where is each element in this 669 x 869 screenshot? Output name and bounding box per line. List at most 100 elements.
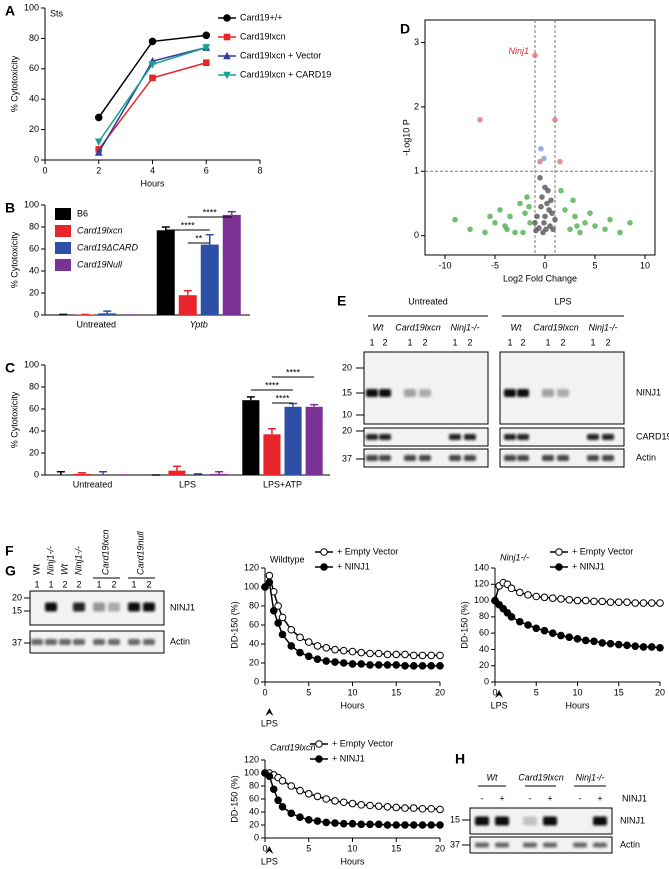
panel-label: G: [5, 563, 16, 579]
legend-marker: [223, 71, 231, 80]
blot-band: [379, 455, 391, 461]
plot-frame: [424, 19, 656, 256]
blot-band: [449, 434, 461, 440]
marker: [313, 642, 322, 650]
point: [587, 210, 593, 216]
marker: [331, 645, 339, 654]
marker: [274, 619, 282, 627]
marker: [639, 599, 648, 607]
point: [577, 229, 583, 236]
marker: [631, 599, 640, 607]
x-tick-label: LPS+ATP: [263, 479, 302, 489]
blot-band: [464, 434, 476, 440]
axes: [44, 205, 250, 316]
legend-marker: [555, 563, 563, 571]
marker: [357, 660, 366, 668]
x-tick-label: LPS: [179, 479, 196, 489]
marker: [322, 657, 331, 665]
marker: [94, 138, 103, 147]
x-tick-label: 8: [257, 165, 262, 175]
band-label: Actin: [170, 636, 190, 646]
marker: [409, 804, 418, 812]
panel-label: A: [5, 3, 15, 19]
point: [527, 220, 533, 226]
blot-band: [464, 455, 476, 461]
blot-band: [593, 842, 607, 848]
y-axis-label: DD-150 (%): [459, 601, 469, 649]
marker: [269, 606, 278, 615]
point: [582, 220, 588, 226]
marker: [427, 651, 436, 660]
marker: [418, 804, 427, 813]
marker: [202, 59, 210, 67]
lane-label: Wt: [373, 322, 384, 332]
blot-frame: [363, 351, 489, 425]
lane-number: 1: [452, 337, 457, 347]
marker: [339, 798, 348, 807]
treatment-label: NINJ1: [622, 793, 647, 803]
point: [541, 220, 547, 226]
marker: [409, 662, 418, 670]
point: [467, 226, 473, 233]
treatment-sign: +: [597, 793, 602, 803]
marker: [261, 583, 269, 591]
blot-band: [59, 639, 71, 645]
blot-band: [93, 602, 105, 612]
y-tick-label: 2: [414, 101, 419, 111]
lane-number: 2: [62, 579, 67, 589]
y-axis-label: % Cytotoxicity: [9, 231, 19, 288]
treatment-sign: -: [481, 793, 484, 803]
band-label: NINJ1: [636, 387, 661, 397]
marker: [401, 804, 409, 812]
lane-label: Ninj1-/-: [575, 772, 604, 782]
marker: [269, 785, 278, 794]
marker: [374, 649, 383, 658]
x-tick-label: 20: [655, 687, 665, 697]
marker: [573, 635, 582, 643]
x-tick-label: -5: [491, 260, 499, 270]
point: [537, 158, 543, 165]
panel-label: H: [455, 751, 465, 767]
point: [574, 223, 580, 229]
lane-number: 2: [560, 337, 565, 347]
significance-label: ****: [265, 380, 280, 390]
marker: [557, 631, 565, 640]
marker: [418, 662, 427, 670]
marker: [296, 813, 304, 822]
marker: [313, 655, 322, 664]
y-tick-label: 40: [29, 425, 39, 435]
marker: [331, 819, 339, 827]
blot-band: [45, 639, 57, 645]
lane-number: 2: [605, 337, 610, 347]
blot-band: [128, 639, 140, 645]
marker: [278, 803, 287, 811]
blot-band: [475, 842, 489, 848]
bar: [73, 473, 91, 475]
group-label: LPS: [554, 296, 571, 306]
marker: [374, 661, 383, 669]
marker: [202, 31, 211, 40]
panel-label: F: [5, 543, 14, 559]
blot-band: [379, 389, 391, 397]
marker: [287, 809, 296, 818]
marker: [548, 629, 557, 637]
x-tick-label: 0: [262, 843, 267, 853]
mw-marker: 20: [342, 425, 352, 435]
marker: [339, 646, 348, 655]
blot-band: [543, 842, 557, 848]
marker: [392, 821, 401, 829]
y-tick-label: 40: [249, 806, 259, 816]
blot-frame: [363, 427, 489, 447]
marker: [418, 821, 427, 829]
legend-label: + NINJ1: [332, 753, 365, 763]
point: [482, 229, 488, 236]
x-axis-label: Hours: [340, 700, 365, 710]
panel-label: C: [5, 360, 15, 376]
bar: [98, 313, 117, 315]
x-tick-label: 20: [435, 687, 445, 697]
blot-band: [504, 389, 516, 397]
legend-marker: [223, 33, 231, 41]
error-bar: [183, 290, 192, 296]
axes: [44, 8, 260, 161]
